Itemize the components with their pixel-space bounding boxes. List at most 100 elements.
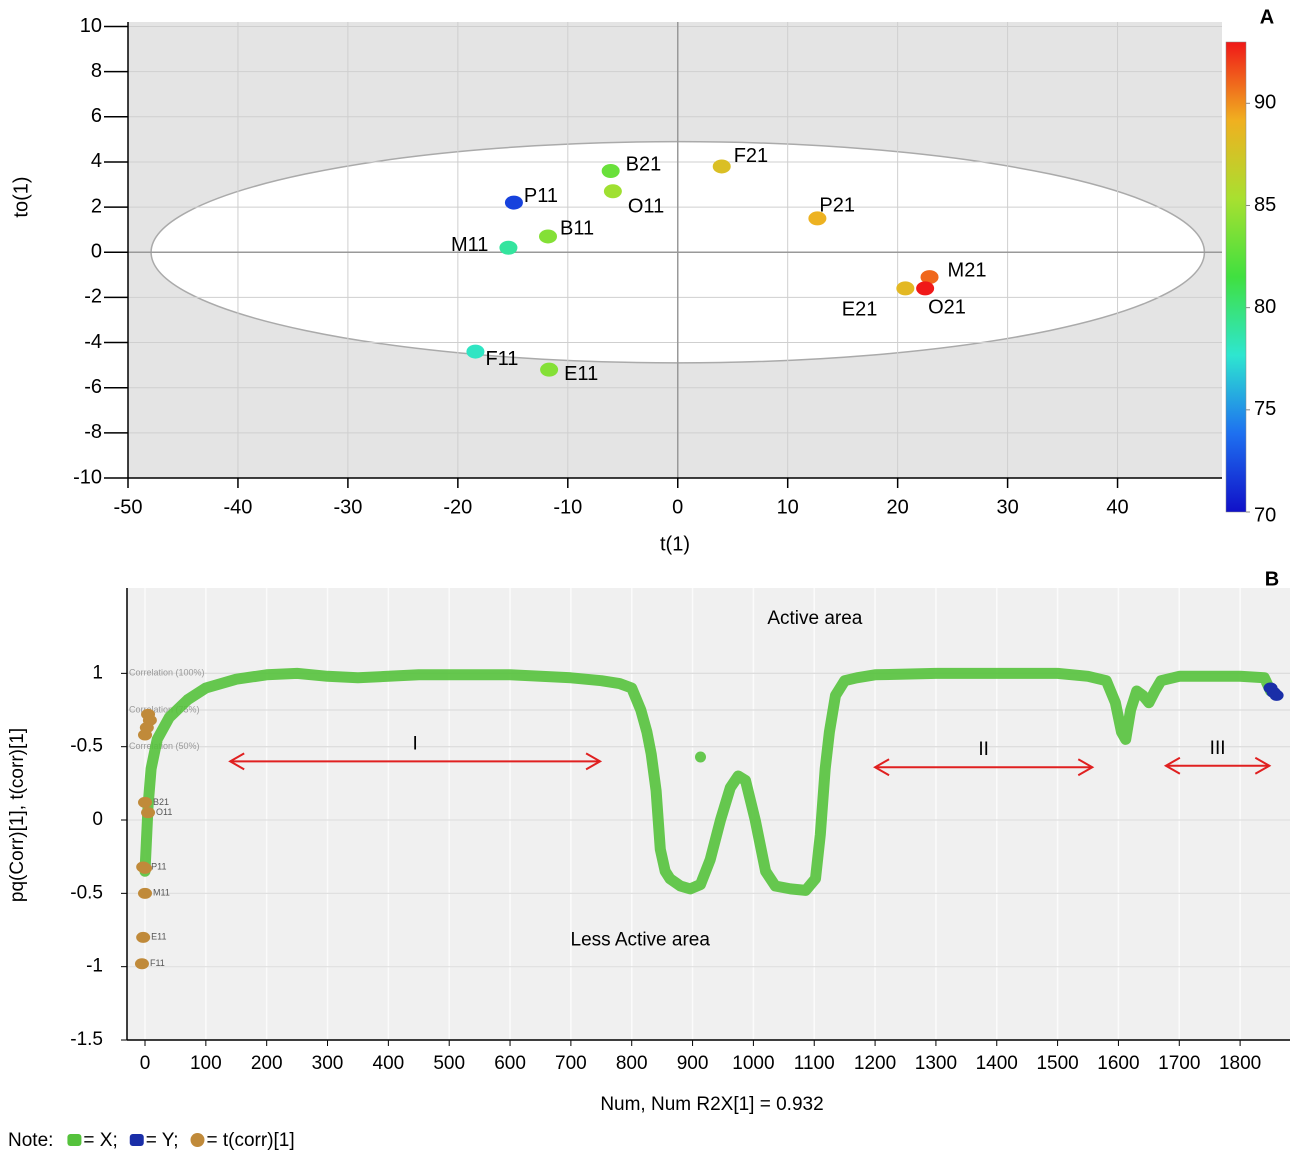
score-point: [920, 270, 939, 285]
reference-label: Correlation (100%): [129, 668, 205, 678]
legend-title: Note:: [8, 1130, 53, 1151]
point-label: B21: [626, 153, 662, 175]
arrow-head: [1077, 758, 1095, 777]
range-label: III: [1210, 738, 1226, 759]
x-tick-label: -30: [333, 496, 362, 518]
score-point: [504, 195, 523, 210]
point-label: M11: [451, 234, 488, 256]
score-point: [916, 281, 935, 296]
x-tick-label: 1800: [1219, 1053, 1261, 1074]
loading-curve: [139, 667, 1276, 896]
x-tick-label: 400: [373, 1053, 405, 1074]
point-label: P11: [151, 861, 166, 871]
x-tick-label: 200: [251, 1053, 283, 1074]
x-tick-label: 1500: [1036, 1053, 1078, 1074]
y-tick-label: 0: [92, 809, 103, 830]
point-label: B11: [560, 218, 594, 240]
point-label: O11: [156, 807, 172, 817]
colorbar-tick-label: 80: [1254, 296, 1276, 318]
legend-marker: [67, 1134, 82, 1146]
x-tick-label: 0: [140, 1053, 151, 1074]
x-tick-label: 1700: [1158, 1053, 1200, 1074]
legend-label: = t(corr)[1]: [207, 1130, 295, 1151]
x-tick-label: 30: [996, 496, 1018, 518]
legend-label: = Y;: [146, 1130, 179, 1151]
x-tick-label: 1300: [915, 1053, 957, 1074]
panel-label: B: [1265, 568, 1279, 590]
x-tick-label: 800: [616, 1053, 648, 1074]
y-tick-label: -4: [84, 331, 102, 353]
data-point: [134, 958, 149, 970]
y-tick-label: 2: [91, 195, 102, 217]
y-tick-label: 1: [92, 662, 103, 683]
x-tick-label: 20: [887, 496, 909, 518]
point-label: O21: [928, 297, 966, 319]
x-tick-label: -10: [553, 496, 582, 518]
point-label: E11: [564, 363, 598, 385]
point-label: O11: [628, 196, 664, 218]
y-tick-label: -1: [86, 956, 103, 977]
x-tick-label: 1200: [854, 1053, 896, 1074]
arrow-head: [585, 752, 603, 771]
x-axis-title: Num, Num R2X[1] = 0.932: [600, 1094, 823, 1115]
x-tick-label: 100: [190, 1053, 222, 1074]
point-label: E21: [842, 299, 878, 321]
point-label: F11: [485, 348, 518, 370]
x-tick-label: 1000: [732, 1053, 774, 1074]
y-tick-label: 4: [91, 150, 102, 172]
x-tick-label: 1400: [976, 1053, 1018, 1074]
range-label: II: [978, 739, 989, 760]
data-point: [138, 729, 153, 741]
legend-label: = X;: [83, 1130, 117, 1151]
arrow-head: [1254, 756, 1272, 775]
x-axis-title: t(1): [660, 533, 690, 555]
y-tick-label: -2: [84, 286, 102, 308]
score-point: [539, 229, 558, 244]
score-point: [601, 163, 620, 178]
x-tick-label: 1600: [1097, 1053, 1139, 1074]
x-tick-label: 900: [677, 1053, 709, 1074]
range-label: I: [412, 733, 417, 754]
data-point: [138, 887, 153, 899]
data-point: [138, 796, 153, 808]
y-tick-label: 6: [91, 105, 102, 127]
point-label: M21: [948, 259, 987, 281]
panel-label: A: [1260, 6, 1274, 28]
annotation: Active area: [767, 608, 862, 629]
score-point: [466, 344, 485, 359]
y-tick-label: 10: [80, 15, 102, 37]
y-axis-title: to(1): [10, 176, 32, 217]
point-label: F11: [150, 958, 165, 968]
plot-background: [127, 588, 1290, 1040]
colorbar-tick-label: 85: [1254, 194, 1276, 216]
x-tick-label: -20: [443, 496, 472, 518]
point-label: P11: [524, 185, 558, 207]
x-tick-label: 600: [494, 1053, 526, 1074]
y-tick-label: -10: [73, 466, 102, 488]
score-point: [603, 184, 622, 199]
x-tick-label: 10: [777, 496, 799, 518]
arrow-head: [873, 758, 890, 777]
y-tick-label: 8: [91, 60, 102, 82]
score-point: [499, 240, 518, 255]
point-label: M11: [153, 888, 170, 898]
y-tick-label: -6: [84, 376, 102, 398]
data-point: [136, 931, 151, 943]
colorbar-tick-label: 75: [1254, 398, 1276, 420]
y-tick-label: -8: [84, 421, 102, 443]
y-tick-label: -1.5: [70, 1029, 103, 1050]
reference-label: Correlation (50%): [129, 741, 200, 751]
data-point: [138, 862, 153, 874]
x-tick-label: -40: [223, 496, 252, 518]
point-label: P21: [819, 195, 855, 217]
score-point: [712, 159, 731, 174]
y-tick-label: 0: [91, 241, 102, 263]
x-tick-label: 300: [312, 1053, 344, 1074]
data-point: [1269, 689, 1284, 701]
colorbar-tick-label: 70: [1254, 504, 1276, 526]
point-label: E11: [151, 932, 166, 942]
x-tick-label: 700: [555, 1053, 587, 1074]
y-tick-label: -0.5: [70, 882, 103, 903]
legend-marker: [190, 1133, 205, 1147]
